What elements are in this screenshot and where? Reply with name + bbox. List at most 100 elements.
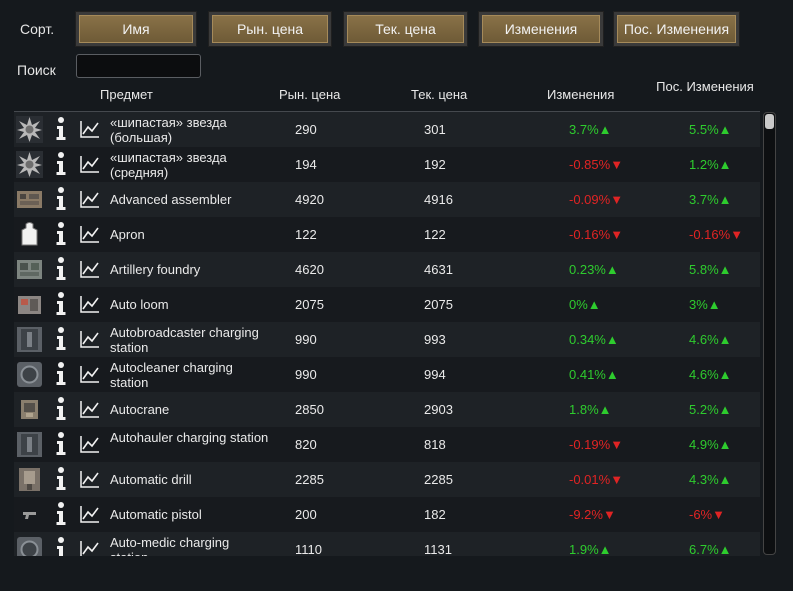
- price-graph-icon[interactable]: [80, 155, 100, 173]
- table-row: «шипастая» звезда (средняя) 194 192 -0.85%▼…: [14, 147, 760, 182]
- table-row: Auto loom 2075 2075 0%▲ 3%▲: [14, 287, 760, 322]
- loom-icon: [16, 291, 43, 318]
- price-graph-icon[interactable]: [80, 540, 100, 556]
- change-value: -0.16%▼: [569, 227, 624, 242]
- info-icon[interactable]: [54, 291, 68, 317]
- item-name: Autobroadcaster charging station: [110, 325, 259, 355]
- arrow-up-icon: ▲: [605, 262, 619, 277]
- info-icon[interactable]: [54, 536, 68, 556]
- current-price-value: 2075: [424, 297, 453, 312]
- arrow-down-icon: ▼: [610, 227, 624, 242]
- info-icon[interactable]: [54, 501, 68, 527]
- price-graph-icon[interactable]: [80, 505, 100, 523]
- market-price-value: 4620: [295, 262, 324, 277]
- table-row: Autocleaner charging station 990 994 0.41%▲…: [14, 357, 760, 392]
- current-price-value: 192: [424, 157, 446, 172]
- info-icon[interactable]: [54, 256, 68, 282]
- item-name: Auto-medic charging station: [110, 535, 230, 556]
- sort-by-last-changes-button[interactable]: Пос. Изменения: [613, 11, 740, 47]
- price-graph-icon[interactable]: [80, 330, 100, 348]
- arrow-up-icon: ▲: [718, 367, 732, 382]
- column-header-last-changes: Пос. Изменения: [656, 80, 754, 94]
- market-price-value: 990: [295, 332, 317, 347]
- last-change-value: -0.16%▼: [689, 227, 744, 242]
- current-price-value: 122: [424, 227, 446, 242]
- item-name: Auto loom: [110, 297, 169, 312]
- current-price-value: 2285: [424, 472, 453, 487]
- price-graph-icon[interactable]: [80, 295, 100, 313]
- arrow-up-icon: ▲: [718, 122, 732, 137]
- sort-by-changes-button[interactable]: Изменения: [478, 11, 604, 47]
- table-row: Automatic drill 2285 2285 -0.01%▼ 4.3%▲: [14, 462, 760, 497]
- info-icon[interactable]: [54, 151, 68, 177]
- pistol-icon: [16, 501, 43, 528]
- info-icon[interactable]: [54, 221, 68, 247]
- price-graph-icon[interactable]: [80, 470, 100, 488]
- arrow-down-icon: ▼: [610, 192, 624, 207]
- info-icon[interactable]: [54, 116, 68, 142]
- sort-by-name-button[interactable]: Имя: [75, 11, 197, 47]
- search-input[interactable]: [76, 54, 201, 78]
- column-header-current-price: Тек. цена: [411, 87, 468, 102]
- scrollbar-thumb[interactable]: [765, 114, 774, 129]
- price-graph-icon[interactable]: [80, 400, 100, 418]
- info-icon[interactable]: [54, 396, 68, 422]
- column-header-item: Предмет: [100, 87, 153, 102]
- spike-star-icon: [16, 151, 43, 178]
- table-row: Advanced assembler 4920 4916 -0.09%▼ 3.7%▲: [14, 182, 760, 217]
- market-price-value: 820: [295, 437, 317, 452]
- arrow-down-icon: ▼: [610, 472, 624, 487]
- arrow-down-icon: ▼: [730, 227, 744, 242]
- market-price-value: 200: [295, 507, 317, 522]
- last-change-value: 4.9%▲: [689, 437, 732, 452]
- arrow-up-icon: ▲: [605, 332, 619, 347]
- sort-by-current-price-button[interactable]: Тек. цена: [343, 11, 468, 47]
- price-graph-icon[interactable]: [80, 435, 100, 453]
- table-row: Autobroadcaster charging station 990 993 0.…: [14, 322, 760, 357]
- column-header-market-price: Рын. цена: [279, 87, 341, 102]
- info-icon[interactable]: [54, 466, 68, 492]
- info-icon[interactable]: [54, 431, 68, 457]
- last-change-value: 3%▲: [689, 297, 721, 312]
- search-label: Поиск: [17, 62, 56, 78]
- info-icon[interactable]: [54, 326, 68, 352]
- item-name: Autohauler charging station: [110, 430, 269, 445]
- price-graph-icon[interactable]: [80, 190, 100, 208]
- price-graph-icon[interactable]: [80, 120, 100, 138]
- change-value: -0.85%▼: [569, 157, 624, 172]
- table-row: «шипастая» звезда (большая) 290 301 3.7%▲ 5.…: [14, 112, 760, 147]
- arrow-up-icon: ▲: [718, 542, 732, 556]
- info-icon[interactable]: [54, 186, 68, 212]
- market-price-value: 4920: [295, 192, 324, 207]
- arrow-up-icon: ▲: [598, 542, 612, 556]
- item-name: Automatic pistol: [110, 507, 202, 522]
- info-icon[interactable]: [54, 361, 68, 387]
- price-table: «шипастая» звезда (большая) 290 301 3.7%▲ 5.…: [14, 112, 760, 556]
- item-name: Artillery foundry: [110, 262, 201, 277]
- current-price-value: 4631: [424, 262, 453, 277]
- change-value: 1.9%▲: [569, 542, 612, 556]
- arrow-up-icon: ▲: [718, 192, 732, 207]
- assembler-icon: [16, 186, 43, 213]
- table-row: Autocrane 2850 2903 1.8%▲ 5.2%▲: [14, 392, 760, 427]
- price-graph-icon[interactable]: [80, 225, 100, 243]
- last-change-value: 5.2%▲: [689, 402, 732, 417]
- apron-icon: [16, 221, 43, 248]
- table-row: Apron 122 122 -0.16%▼ -0.16%▼: [14, 217, 760, 252]
- last-change-value: 4.3%▲: [689, 472, 732, 487]
- foundry-icon: [16, 256, 43, 283]
- arrow-up-icon: ▲: [718, 262, 732, 277]
- price-graph-icon[interactable]: [80, 260, 100, 278]
- current-price-value: 818: [424, 437, 446, 452]
- market-price-value: 1110: [295, 542, 322, 556]
- change-value: -0.01%▼: [569, 472, 624, 487]
- scrollbar-track[interactable]: [763, 112, 776, 555]
- arrow-up-icon: ▲: [598, 122, 612, 137]
- item-name: «шипастая» звезда (средняя): [110, 150, 227, 180]
- market-price-value: 290: [295, 122, 317, 137]
- price-graph-icon[interactable]: [80, 365, 100, 383]
- table-row: Artillery foundry 4620 4631 0.23%▲ 5.8%▲: [14, 252, 760, 287]
- sort-by-market-price-button[interactable]: Рын. цена: [208, 11, 332, 47]
- charging-station-icon: [16, 326, 43, 353]
- last-change-value: 6.7%▲: [689, 542, 732, 556]
